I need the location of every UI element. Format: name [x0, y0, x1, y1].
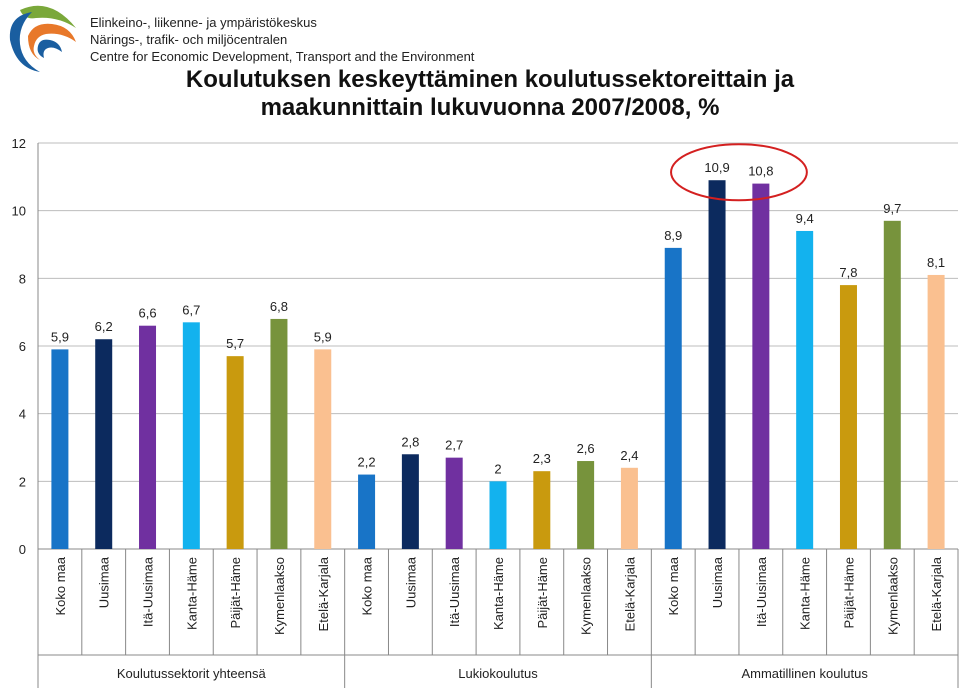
chart-title-line-1: Koulutuksen keskeyttäminen koulutussekto… — [185, 66, 795, 93]
x-tick-label: Uusimaa — [710, 556, 725, 608]
data-label: 10,8 — [748, 164, 773, 179]
highlight-ellipse — [670, 143, 808, 202]
bar — [358, 474, 376, 549]
data-label: 5,7 — [226, 336, 244, 351]
ely-logo-icon — [9, 5, 76, 72]
x-tick-label: Kymenlaakso — [885, 557, 900, 635]
x-tick-label: Kymenlaakso — [579, 557, 594, 635]
data-label: 10,9 — [704, 160, 729, 175]
org-line-en: Centre for Economic Development, Transpo… — [90, 49, 475, 64]
x-tick-label: Etelä-Karjala — [622, 556, 637, 631]
x-tick-label: Itä-Uusimaa — [141, 556, 156, 627]
data-label: 2,8 — [401, 434, 419, 449]
organization-name: Elinkeino-, liikenne- ja ympäristökeskus… — [90, 14, 474, 65]
bar — [883, 220, 901, 550]
y-tick-label: 0 — [19, 542, 26, 557]
bar — [752, 183, 770, 549]
y-tick-label: 6 — [19, 339, 26, 354]
org-line-sv: Närings-, trafik- och miljöcentralen — [90, 32, 288, 47]
group-label: Ammatillinen koulutus — [741, 666, 868, 681]
bar — [401, 454, 419, 549]
data-label: 2,4 — [620, 448, 638, 463]
data-label: 2 — [494, 461, 501, 476]
bar — [314, 349, 332, 549]
y-tick-label: 12 — [12, 136, 26, 151]
y-tick-label: 10 — [12, 204, 26, 219]
bar — [577, 461, 595, 549]
y-tick-label: 4 — [19, 407, 26, 422]
y-tick-label: 8 — [19, 271, 26, 286]
x-tick-label: Itä-Uusimaa — [447, 556, 462, 627]
x-tick-label: Uusimaa — [97, 556, 112, 608]
data-label: 8,1 — [927, 255, 945, 270]
data-label: 9,7 — [883, 201, 901, 216]
bar — [489, 481, 507, 549]
data-label: 7,8 — [839, 265, 857, 280]
org-line-fi: Elinkeino-, liikenne- ja ympäristökeskus — [90, 15, 317, 30]
x-tick-label: Päijät-Häme — [228, 557, 243, 629]
bar — [270, 318, 288, 549]
bar — [182, 322, 200, 549]
bar — [226, 356, 244, 549]
x-tick-label: Päijät-Häme — [535, 557, 550, 629]
data-label: 5,9 — [314, 329, 332, 344]
x-tick-label: Kymenlaakso — [272, 557, 287, 635]
x-tick-label: Etelä-Karjala — [316, 556, 331, 631]
data-label: 8,9 — [664, 228, 682, 243]
data-label: 2,7 — [445, 438, 463, 453]
bar — [708, 180, 726, 549]
y-tick-label: 2 — [19, 474, 26, 489]
bar — [664, 247, 682, 549]
bar — [927, 274, 945, 549]
x-tick-label: Koko maa — [360, 556, 375, 615]
data-label: 6,7 — [182, 302, 200, 317]
data-label: 5,9 — [51, 329, 69, 344]
bar — [95, 339, 113, 549]
x-tick-label: Itä-Uusimaa — [754, 556, 769, 627]
chart-title: Koulutuksen keskeyttäminen koulutussekto… — [130, 66, 850, 122]
bar — [139, 325, 157, 549]
x-tick-label: Uusimaa — [403, 556, 418, 608]
group-label: Koulutussektorit yhteensä — [117, 666, 267, 681]
x-tick-label: Kanta-Häme — [491, 557, 506, 630]
data-label: 9,4 — [796, 211, 814, 226]
bar — [445, 457, 463, 549]
data-label: 2,3 — [533, 451, 551, 466]
data-label: 6,6 — [138, 306, 156, 321]
header: Elinkeino-, liikenne- ja ympäristökeskus… — [0, 0, 960, 121]
group-label: Lukiokoulutus — [458, 666, 538, 681]
bar — [533, 471, 551, 549]
bar — [51, 349, 69, 549]
data-label: 6,2 — [95, 319, 113, 334]
x-tick-label: Päijät-Häme — [841, 557, 856, 629]
x-tick-label: Kanta-Häme — [798, 557, 813, 630]
data-label: 2,2 — [358, 455, 376, 470]
bar — [839, 285, 857, 549]
x-tick-label: Koko maa — [666, 556, 681, 615]
x-tick-label: Koko maa — [53, 556, 68, 615]
x-tick-label: Kanta-Häme — [184, 557, 199, 630]
bar — [620, 467, 638, 549]
bar — [796, 230, 814, 549]
data-label: 6,8 — [270, 299, 288, 314]
chart-title-line-2: maakunnittain lukuvuonna 2007/2008, % — [260, 94, 720, 121]
data-label: 2,6 — [577, 441, 595, 456]
x-tick-label: Etelä-Karjala — [929, 556, 944, 631]
